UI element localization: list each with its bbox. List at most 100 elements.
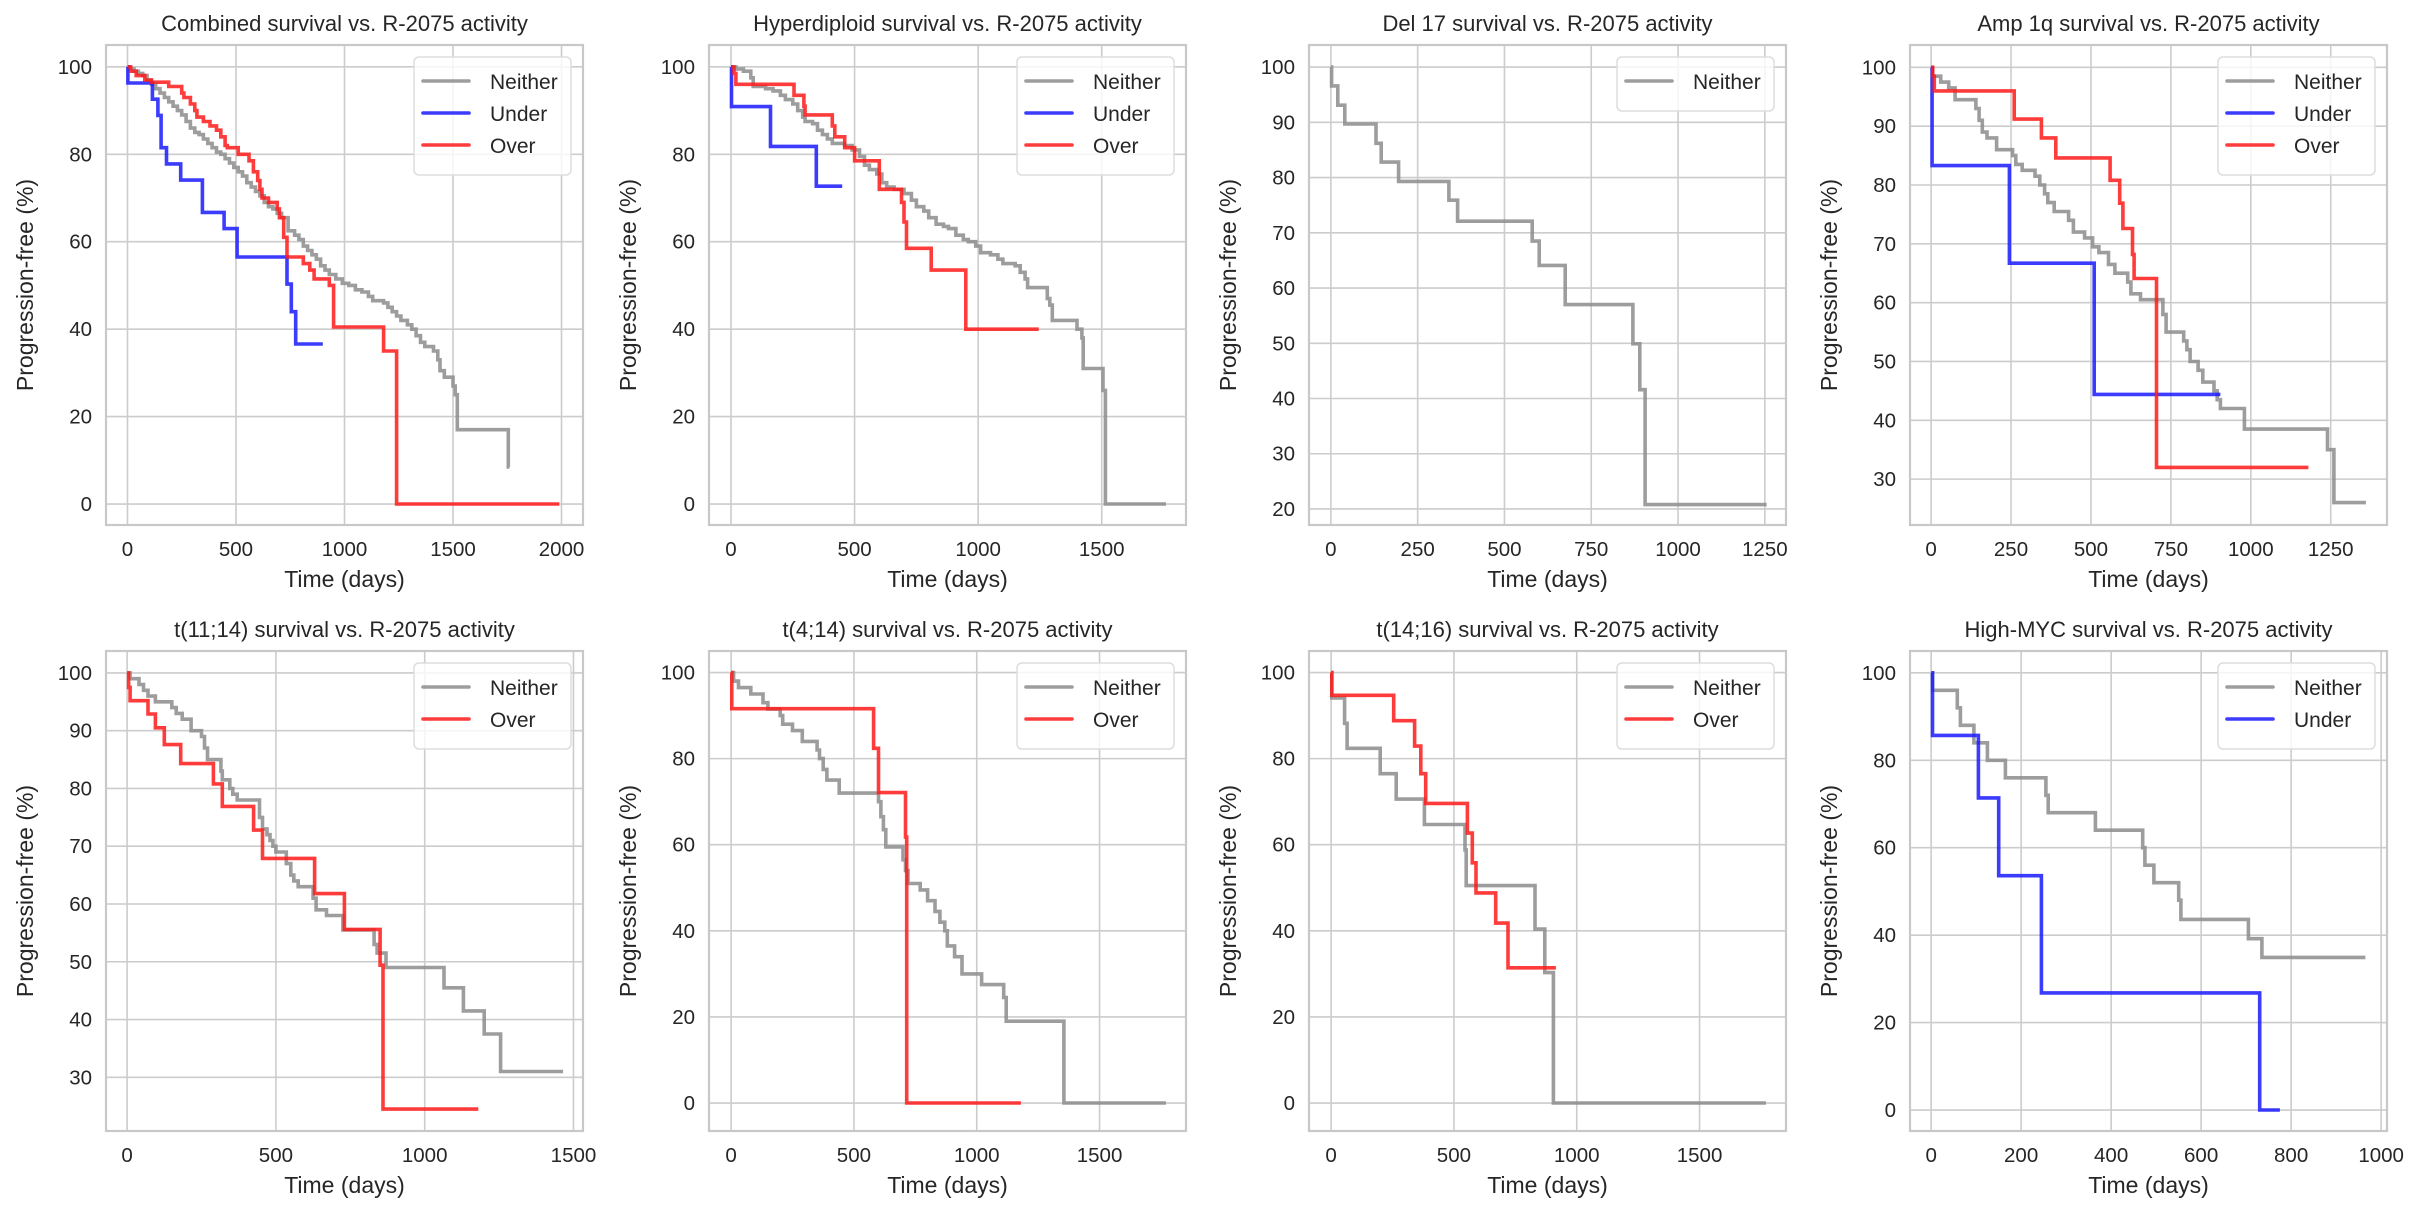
y-tick-label: 50 bbox=[69, 951, 92, 974]
x-tick-label: 500 bbox=[837, 538, 871, 561]
y-tick-label: 60 bbox=[69, 893, 92, 916]
legend: Neither Over bbox=[1616, 662, 1775, 750]
series-neither-line bbox=[127, 671, 564, 1074]
series-under-line bbox=[729, 65, 843, 188]
legend: Neither Under Over bbox=[413, 56, 572, 176]
x-tick-label: 1500 bbox=[1077, 1144, 1123, 1167]
x-tick-label: 1000 bbox=[2228, 538, 2274, 561]
y-tick-label: 0 bbox=[1885, 1099, 1896, 1122]
y-tick-label: 100 bbox=[1261, 662, 1295, 685]
legend: Neither Under Over bbox=[2217, 56, 2376, 176]
legend: Neither Over bbox=[1016, 662, 1175, 750]
series-over-line bbox=[1330, 670, 1556, 970]
y-tick-label: 60 bbox=[672, 231, 695, 254]
x-tick-label: 500 bbox=[1437, 1144, 1471, 1167]
x-tick-label: 0 bbox=[122, 538, 133, 561]
x-tick-label: 250 bbox=[1401, 538, 1435, 561]
plot-area bbox=[1309, 45, 1786, 525]
y-axis-label: Progression-free (%) bbox=[1215, 785, 1241, 997]
y-tick-label: 60 bbox=[1272, 834, 1295, 857]
x-tick-label: 500 bbox=[2074, 538, 2108, 561]
legend-label-over: Over bbox=[490, 709, 536, 732]
y-tick-label: 40 bbox=[1873, 409, 1896, 432]
y-tick-label: 0 bbox=[684, 1092, 695, 1115]
y-axis-label: Progression-free (%) bbox=[1816, 785, 1842, 997]
legend-box bbox=[2217, 662, 2376, 750]
chart-panel-5: 0 500 1000 1500 30 40 50 60 70 80 90 100 t(11;14) su… bbox=[12, 617, 596, 1198]
chart-panel-8: 0 200 400 600 800 1000 0 20 40 60 80 100 High-MYC su… bbox=[1816, 617, 2404, 1198]
series-under-line bbox=[1930, 671, 2280, 1112]
x-tick-label: 1500 bbox=[1677, 1144, 1723, 1167]
legend-label-neither: Neither bbox=[490, 71, 558, 94]
x-tick-label: 1500 bbox=[1079, 538, 1125, 561]
x-tick-label: 1500 bbox=[551, 1144, 597, 1167]
chart-title: t(4;14) survival vs. R-2075 activity bbox=[782, 617, 1112, 642]
x-tick-label: 800 bbox=[2274, 1144, 2308, 1167]
y-tick-label: 20 bbox=[1873, 1012, 1896, 1035]
x-axis-label: Time (days) bbox=[2088, 1172, 2209, 1198]
chart-title: Combined survival vs. R-2075 activity bbox=[161, 11, 528, 36]
x-tick-label: 0 bbox=[121, 1144, 132, 1167]
y-tick-label: 0 bbox=[81, 493, 92, 516]
x-tick-label: 1000 bbox=[1554, 1144, 1600, 1167]
legend-label-under: Under bbox=[1093, 103, 1150, 126]
x-tick-label: 250 bbox=[1994, 538, 2028, 561]
y-tick-label: 20 bbox=[1272, 498, 1295, 521]
y-tick-label: 20 bbox=[1272, 1006, 1295, 1029]
x-axis-label: Time (days) bbox=[2088, 566, 2209, 592]
axes-frame bbox=[1307, 43, 1788, 527]
legend-label-under: Under bbox=[490, 103, 547, 126]
chart-title: t(11;14) survival vs. R-2075 activity bbox=[174, 617, 515, 642]
y-axis-label: Progression-free (%) bbox=[615, 179, 641, 391]
legend-box bbox=[1616, 56, 1775, 112]
y-tick-label: 20 bbox=[672, 406, 695, 429]
y-tick-label: 0 bbox=[684, 493, 695, 516]
y-axis-label: Progression-free (%) bbox=[12, 179, 38, 391]
x-axis-label: Time (days) bbox=[284, 1172, 405, 1198]
y-tick-label: 100 bbox=[1261, 56, 1295, 79]
y-tick-label: 80 bbox=[1873, 174, 1896, 197]
y-tick-label: 60 bbox=[1873, 837, 1896, 860]
chart-title: Amp 1q survival vs. R-2075 activity bbox=[1977, 11, 2319, 36]
y-tick-label: 80 bbox=[1873, 749, 1896, 772]
x-tick-label: 1000 bbox=[402, 1144, 448, 1167]
y-tick-label: 30 bbox=[69, 1066, 92, 1089]
legend-box bbox=[1016, 662, 1175, 750]
y-tick-label: 60 bbox=[1873, 292, 1896, 315]
legend: Neither Under bbox=[2217, 662, 2376, 750]
legend-label-neither: Neither bbox=[1093, 71, 1161, 94]
y-tick-label: 50 bbox=[1272, 332, 1295, 355]
x-tick-label: 750 bbox=[2154, 538, 2188, 561]
x-axis-label: Time (days) bbox=[887, 1172, 1008, 1198]
series-over-line bbox=[730, 670, 1021, 1105]
chart-title: Del 17 survival vs. R-2075 activity bbox=[1382, 11, 1712, 36]
y-tick-label: 80 bbox=[69, 777, 92, 800]
x-tick-label: 750 bbox=[1574, 538, 1608, 561]
x-tick-label: 1000 bbox=[954, 1144, 1000, 1167]
y-tick-label: 70 bbox=[1873, 233, 1896, 256]
y-axis-label: Progression-free (%) bbox=[615, 785, 641, 997]
y-axis-label: Progression-free (%) bbox=[12, 785, 38, 997]
y-tick-label: 40 bbox=[672, 920, 695, 943]
y-tick-label: 40 bbox=[69, 318, 92, 341]
x-tick-label: 500 bbox=[1487, 538, 1521, 561]
axes-frame bbox=[104, 43, 585, 527]
x-axis-label: Time (days) bbox=[284, 566, 405, 592]
x-tick-label: 500 bbox=[259, 1144, 293, 1167]
y-tick-label: 40 bbox=[1272, 388, 1295, 411]
chart-title: Hyperdiploid survival vs. R-2075 activit… bbox=[753, 11, 1142, 36]
legend-label-under: Under bbox=[2294, 709, 2351, 732]
series-over-line bbox=[127, 65, 560, 506]
series-over-line bbox=[731, 65, 1039, 331]
y-tick-label: 40 bbox=[672, 318, 695, 341]
x-tick-label: 1250 bbox=[1742, 538, 1788, 561]
legend-label-neither: Neither bbox=[2294, 71, 2362, 94]
chart-panel-4: 0 250 500 750 1000 1250 30 40 50 60 70 80 90 100 Amp 1… bbox=[1816, 11, 2389, 592]
legend-label-over: Over bbox=[1093, 709, 1139, 732]
legend: Neither Over bbox=[413, 662, 572, 750]
x-tick-label: 0 bbox=[1325, 538, 1336, 561]
x-tick-label: 0 bbox=[725, 538, 736, 561]
x-tick-label: 0 bbox=[1925, 538, 1936, 561]
legend-label-neither: Neither bbox=[1093, 677, 1161, 700]
x-tick-label: 1000 bbox=[2358, 1144, 2404, 1167]
